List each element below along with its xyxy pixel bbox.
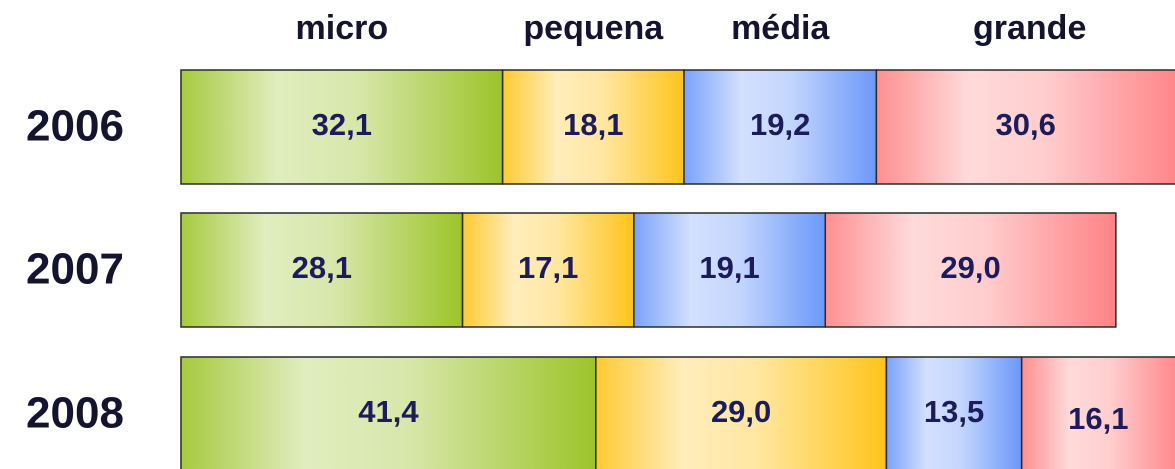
bar-segment <box>461 212 635 328</box>
category-label: 2007 <box>26 245 124 294</box>
value-label: 28,1 <box>292 250 352 285</box>
value-label: 13,5 <box>924 394 984 429</box>
bar-segment <box>824 212 1117 328</box>
bar-segment <box>180 212 464 328</box>
bar-segment <box>1020 356 1175 469</box>
value-label: 16,1 <box>1068 401 1128 436</box>
value-label: 18,1 <box>563 107 623 142</box>
value-label: 41,4 <box>358 394 419 429</box>
bar-segment <box>501 69 685 185</box>
value-label: 29,0 <box>940 250 1000 285</box>
bar-segment <box>875 69 1175 185</box>
value-label: 19,2 <box>750 107 810 142</box>
bar-segment <box>683 69 878 185</box>
value-label: 30,6 <box>996 107 1056 142</box>
value-label: 32,1 <box>312 107 372 142</box>
category-label: 2006 <box>26 102 124 151</box>
bar-segment <box>633 212 827 328</box>
bar-segment <box>595 356 888 469</box>
legend-label: pequena <box>523 9 664 47</box>
value-label: 29,0 <box>711 394 771 429</box>
value-label: 19,1 <box>699 250 759 285</box>
legend-label: grande <box>973 9 1086 47</box>
bar-segment <box>180 69 504 185</box>
legend-label: média <box>731 9 830 47</box>
value-label: 17,1 <box>518 250 578 285</box>
category-label: 2008 <box>26 389 124 438</box>
legend-label: micro <box>296 9 389 47</box>
